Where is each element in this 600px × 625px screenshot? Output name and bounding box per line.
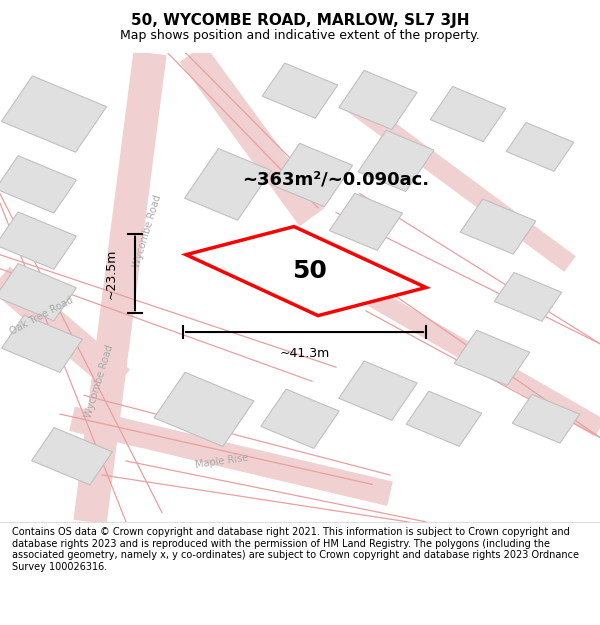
Polygon shape <box>271 143 353 207</box>
Polygon shape <box>506 122 574 171</box>
Text: 50, WYCOMBE ROAD, MARLOW, SL7 3JH: 50, WYCOMBE ROAD, MARLOW, SL7 3JH <box>131 13 469 28</box>
Text: Wycombe Road: Wycombe Road <box>83 344 115 419</box>
Polygon shape <box>154 372 254 446</box>
Polygon shape <box>454 330 530 386</box>
Polygon shape <box>261 389 339 448</box>
Text: ~23.5m: ~23.5m <box>104 248 118 299</box>
Text: 50: 50 <box>292 259 326 283</box>
Polygon shape <box>339 71 417 129</box>
Polygon shape <box>512 394 580 443</box>
Polygon shape <box>430 86 506 142</box>
Polygon shape <box>406 391 482 446</box>
Polygon shape <box>0 156 76 213</box>
Polygon shape <box>262 63 338 118</box>
Text: Map shows position and indicative extent of the property.: Map shows position and indicative extent… <box>120 29 480 42</box>
Polygon shape <box>494 272 562 321</box>
Polygon shape <box>32 428 112 485</box>
Text: Maple Rise: Maple Rise <box>195 452 249 469</box>
Text: ~41.3m: ~41.3m <box>280 347 329 359</box>
Polygon shape <box>339 361 417 420</box>
Polygon shape <box>0 212 76 269</box>
Polygon shape <box>358 131 434 191</box>
Text: ~363m²/~0.090ac.: ~363m²/~0.090ac. <box>242 171 430 189</box>
Polygon shape <box>186 226 426 316</box>
Polygon shape <box>1 76 107 152</box>
Polygon shape <box>460 199 536 254</box>
Text: Wycombe Road: Wycombe Road <box>131 194 163 269</box>
Polygon shape <box>0 264 76 321</box>
Polygon shape <box>185 149 271 220</box>
Text: Contains OS data © Crown copyright and database right 2021. This information is : Contains OS data © Crown copyright and d… <box>12 527 579 572</box>
Polygon shape <box>2 315 82 372</box>
Polygon shape <box>329 193 403 251</box>
Text: Oak Tree Road: Oak Tree Road <box>8 295 76 336</box>
